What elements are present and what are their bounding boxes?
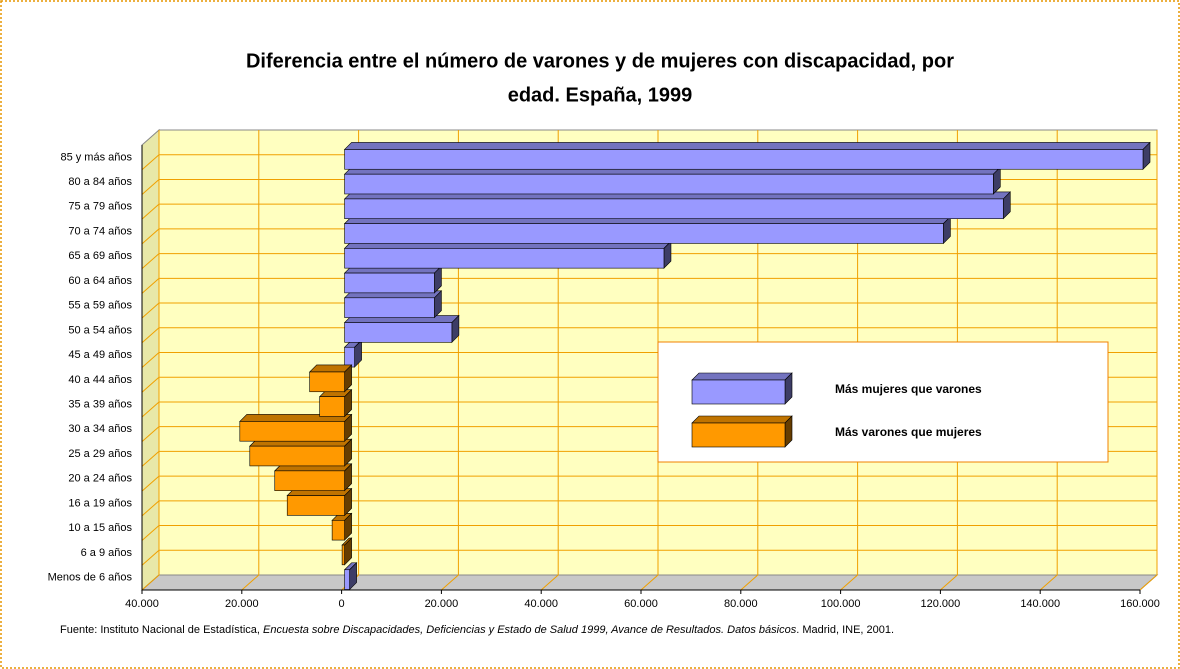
bar-face — [691, 379, 786, 405]
grid-line — [241, 130, 260, 591]
x-tick-label: 120.000 — [921, 598, 961, 610]
bar — [341, 537, 353, 566]
bar — [331, 512, 353, 541]
bar — [286, 487, 353, 517]
grid-line — [740, 130, 759, 591]
x-tick-label: 20.000 — [425, 598, 459, 610]
bar — [249, 438, 353, 467]
legend-label: Más varones que mujeres — [835, 425, 982, 439]
bar — [318, 388, 353, 418]
grid-line — [940, 130, 958, 591]
y-tick-label: 55 a 59 años — [68, 300, 132, 312]
chart-title: Diferencia entre el número de varones y … — [246, 50, 954, 72]
y-tick-label: 30 a 34 años — [68, 423, 132, 435]
x-tick-label: 20.000 — [225, 598, 259, 610]
bar — [343, 562, 358, 591]
y-tick-label: 50 a 54 años — [68, 324, 132, 336]
bar-face — [344, 346, 355, 368]
bar-face — [691, 422, 786, 448]
bar — [343, 215, 952, 245]
bar-face — [286, 495, 345, 516]
bar-face — [249, 445, 345, 467]
y-tick-label: 65 a 69 años — [68, 250, 132, 262]
bar-face — [344, 149, 1144, 170]
y-tick-label: 80 a 84 años — [68, 176, 132, 188]
bar-face — [344, 272, 435, 294]
bar-face — [344, 173, 994, 195]
bar-face — [344, 198, 1004, 219]
grid-line — [441, 130, 459, 591]
legend-label: Más mujeres que varones — [835, 382, 982, 396]
y-tick-label: 10 a 15 años — [68, 522, 132, 534]
y-tick-label: 60 a 64 años — [68, 275, 132, 287]
bar-face — [341, 544, 345, 566]
bar-face — [344, 322, 453, 343]
grid-line — [540, 130, 559, 591]
bar-face — [239, 421, 345, 442]
x-tick-label: 60.000 — [624, 598, 658, 610]
grid-line — [141, 130, 160, 591]
y-tick-label: 85 y más años — [60, 151, 132, 163]
bar-face — [344, 223, 944, 244]
source-part: . Madrid, INE, 2001. — [796, 624, 894, 636]
grid-line — [1139, 130, 1158, 591]
bar — [343, 166, 1002, 195]
y-tick-label: 45 a 49 años — [68, 349, 132, 361]
x-tick-label: 40.000 — [125, 598, 159, 610]
bar — [343, 240, 672, 269]
bar-face — [319, 396, 345, 417]
x-tick-label: 80.000 — [724, 598, 758, 610]
bar-face — [344, 297, 435, 318]
bar — [343, 265, 443, 294]
bar-top — [691, 415, 793, 424]
bar-top — [691, 372, 793, 381]
bar — [343, 191, 1012, 220]
bar-face — [309, 371, 345, 393]
y-tick-label: 75 a 79 años — [68, 201, 132, 213]
source: Fuente: Instituto Nacional de Estadístic… — [60, 624, 894, 636]
grid-line — [640, 130, 659, 591]
bar — [308, 364, 353, 393]
bar-face — [274, 470, 345, 491]
bar-face — [331, 520, 345, 541]
x-tick-label: 160.000 — [1120, 598, 1160, 610]
bar — [343, 314, 460, 344]
y-tick-label: 35 a 39 años — [68, 398, 132, 410]
x-tick-label: 40.000 — [524, 598, 558, 610]
y-tick-label: 25 a 29 años — [68, 448, 132, 460]
bar — [274, 463, 353, 492]
x-tick-label: 140.000 — [1020, 598, 1060, 610]
chart-title: edad. España, 1999 — [508, 84, 693, 106]
source-part: Encuesta sobre Discapacidades, Deficienc… — [263, 624, 797, 636]
y-tick-label: 20 a 24 años — [68, 473, 132, 485]
bar — [343, 141, 1151, 170]
bar — [239, 413, 353, 442]
source-part: Fuente: Instituto Nacional de Estadístic… — [60, 624, 263, 636]
y-tick-label: 70 a 74 años — [68, 225, 132, 237]
bar-top — [343, 142, 1151, 150]
bar-face — [344, 569, 350, 590]
grid-line — [1039, 130, 1058, 591]
grid-line — [840, 130, 859, 591]
y-tick-label: 16 a 19 años — [68, 497, 132, 509]
y-tick-label: 40 a 44 años — [68, 374, 132, 386]
legend: Más mujeres que varones Más varones que m… — [657, 341, 1109, 463]
x-tick-label: 0 — [339, 598, 345, 610]
x-tick-label: 100.000 — [821, 598, 861, 610]
y-tick-label: 6 a 9 años — [81, 547, 133, 559]
y-tick-label: Menos de 6 años — [48, 572, 133, 584]
bar-face — [344, 248, 665, 269]
plot: 40.000 20.000 0 20.000 40.000 60.000 80.000 100… — [48, 128, 1160, 610]
bar — [343, 290, 443, 319]
